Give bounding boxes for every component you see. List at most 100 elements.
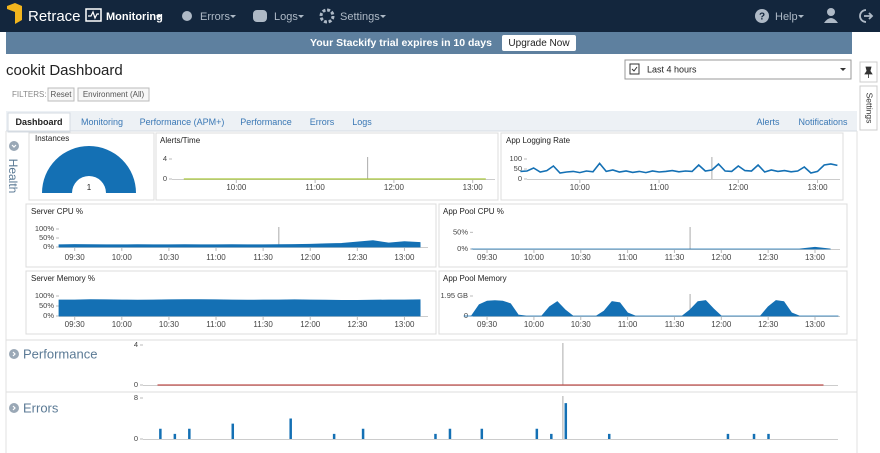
- collapse-chevron: [12, 351, 16, 357]
- upgrade-button-label[interactable]: Upgrade Now: [508, 38, 570, 49]
- y-tick-label: 1.95 GB: [440, 291, 468, 300]
- tab[interactable]: Notifications: [798, 117, 848, 127]
- x-tick-label: 12:30: [758, 320, 779, 329]
- active-tab[interactable]: [7, 112, 71, 133]
- bar: [607, 433, 611, 439]
- filter-button[interactable]: [77, 87, 150, 102]
- y-tick-label: 0: [464, 311, 468, 320]
- tab[interactable]: Performance (APM+): [140, 117, 225, 127]
- widget-panel: [438, 203, 848, 268]
- bar: [361, 428, 365, 439]
- x-tick-label: 10:00: [524, 253, 545, 262]
- x-tick-label: 12:00: [300, 320, 321, 329]
- y-tick-label: 0%: [43, 242, 54, 251]
- filter-label[interactable]: Reset: [51, 90, 73, 99]
- x-tick-label: 10:30: [159, 253, 180, 262]
- tab[interactable]: Dashboard: [15, 117, 62, 127]
- pin-icon: [864, 66, 873, 78]
- logout-icon[interactable]: [859, 9, 874, 23]
- bar: [231, 423, 235, 439]
- settings-tab[interactable]: [859, 85, 878, 131]
- nav-item[interactable]: Monitoring: [106, 11, 163, 23]
- x-tick-label: 13:00: [808, 183, 829, 192]
- monitoring-icon: [85, 8, 102, 22]
- nav-item[interactable]: Logs: [274, 11, 298, 23]
- x-tick-label: 10:30: [159, 320, 180, 329]
- x-tick-label: 12:00: [711, 253, 732, 262]
- filter-button[interactable]: [47, 87, 75, 102]
- tab[interactable]: Performance: [240, 117, 292, 127]
- dashboard-title: cookit Dashboard: [6, 62, 123, 79]
- x-tick-label: 11:30: [253, 320, 273, 329]
- y-tick-label: 0: [163, 174, 167, 183]
- y-tick-label: 100%: [35, 224, 55, 233]
- y-tick-label: 50: [514, 164, 522, 173]
- y-tick-label: 0: [134, 434, 138, 443]
- section-label[interactable]: Health: [6, 159, 20, 194]
- x-tick-label: 11:00: [206, 320, 226, 329]
- time-range[interactable]: Last 4 hours: [647, 64, 697, 74]
- tab[interactable]: Alerts: [756, 117, 780, 127]
- x-tick-label: 12:00: [711, 320, 732, 329]
- trial-banner: [6, 32, 852, 54]
- x-tick-label: 11:00: [618, 320, 638, 329]
- nav-item[interactable]: Settings: [340, 11, 380, 23]
- tab[interactable]: Monitoring: [81, 117, 123, 127]
- bar: [480, 428, 484, 439]
- collapse-chevron: [12, 405, 16, 411]
- collapse-chevron: [11, 144, 17, 148]
- help[interactable]: Help: [775, 11, 798, 23]
- y-tick-label: 0: [518, 174, 522, 183]
- area: [58, 240, 421, 248]
- bar: [448, 428, 452, 439]
- bar: [434, 433, 437, 439]
- caret: [798, 15, 804, 18]
- tab-bar: [6, 111, 857, 131]
- monitoring-icon-line: [88, 10, 99, 20]
- y-tick-label: 0%: [43, 311, 54, 320]
- settings-tab-label[interactable]: Settings: [864, 93, 874, 124]
- y-tick-label: 0%: [457, 244, 468, 253]
- bar: [332, 433, 336, 439]
- bar: [726, 433, 730, 439]
- area: [463, 300, 839, 317]
- caret: [298, 15, 304, 18]
- x-tick-label: 12:00: [300, 253, 321, 262]
- tab[interactable]: Errors: [310, 117, 335, 127]
- x-tick-label: 12:30: [758, 253, 779, 262]
- x-tick-label: 12:00: [728, 183, 749, 192]
- bar: [159, 428, 162, 439]
- y-tick-label: 50%: [39, 301, 54, 310]
- y-tick-label: 100: [509, 154, 522, 163]
- filters-label: FILTERS:: [12, 90, 47, 99]
- caret: [380, 15, 386, 18]
- y-tick-label: 50%: [453, 227, 468, 236]
- brand[interactable]: Retrace: [28, 8, 81, 25]
- bar: [767, 433, 770, 439]
- tab[interactable]: Logs: [352, 117, 372, 127]
- time-range-select[interactable]: [624, 59, 852, 80]
- gauge-arc: [42, 146, 136, 193]
- user-icon[interactable]: [827, 8, 835, 16]
- filter-label[interactable]: Environment (All): [83, 90, 145, 99]
- collapse-icon[interactable]: [9, 403, 19, 413]
- widget-title: Instances: [35, 134, 69, 143]
- section-label[interactable]: Performance: [23, 346, 97, 361]
- y-tick-label: 100%: [35, 291, 55, 300]
- widget-panel: [500, 132, 844, 201]
- bar: [550, 433, 553, 439]
- upgrade-button[interactable]: [502, 35, 576, 51]
- x-tick-label: 12:30: [347, 253, 368, 262]
- bar: [188, 428, 191, 439]
- x-tick-label: 12:30: [347, 320, 368, 329]
- collapse-icon[interactable]: [9, 349, 19, 359]
- bar: [535, 428, 539, 439]
- x-tick-label: 10:30: [571, 253, 592, 262]
- user-icon-body: [824, 18, 838, 23]
- nav-item[interactable]: Errors: [200, 11, 230, 23]
- collapse-icon[interactable]: [9, 141, 19, 151]
- errors-icon: [182, 11, 192, 21]
- widget-title: Server Memory %: [31, 274, 95, 283]
- section-label[interactable]: Errors: [23, 400, 59, 415]
